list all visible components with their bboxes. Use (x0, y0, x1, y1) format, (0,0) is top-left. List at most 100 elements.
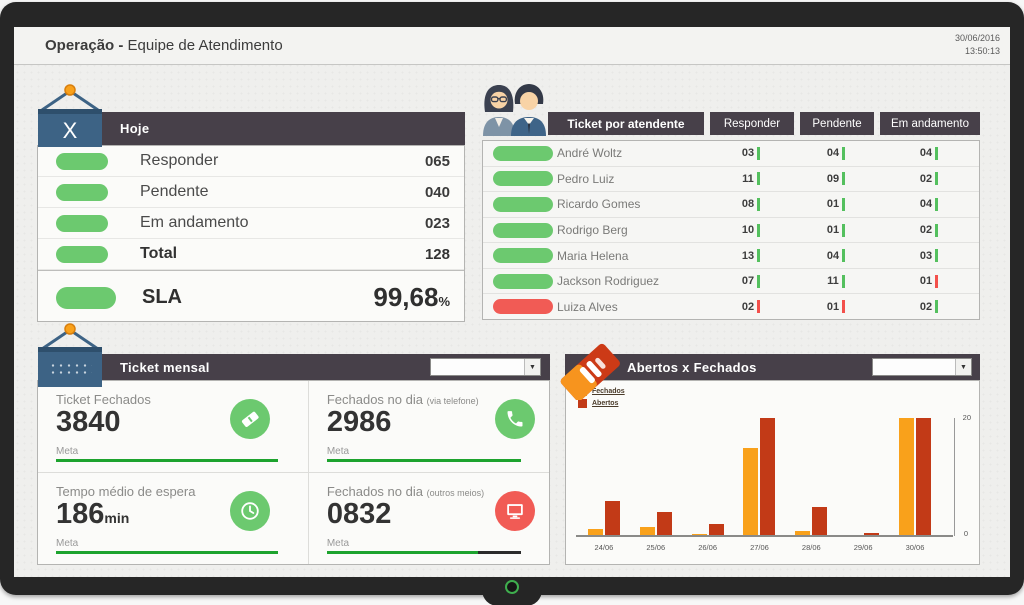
ticket-count: 04 (826, 249, 840, 262)
ticket-count: 01 (826, 224, 840, 237)
ticket-count: 04 (919, 198, 933, 211)
chart-bar-abertos (656, 512, 672, 536)
ticket-mensal-header: Ticket mensal ▼ (102, 354, 550, 380)
chevron-down-icon[interactable]: ▼ (955, 359, 971, 375)
table-row[interactable]: Rodrigo Berg 10 01 02 (483, 217, 979, 244)
status-pill-cell (483, 248, 553, 264)
chart-bar-fechados (691, 533, 707, 536)
meta-progress-fill (56, 459, 278, 462)
chart-bar-fechados (743, 447, 759, 536)
ticket-count: 04 (826, 147, 840, 160)
status-pill (56, 286, 116, 309)
meta-label: Meta (56, 446, 79, 457)
ticket-count-cell: 02 (879, 300, 979, 314)
status-pill-cell (483, 222, 553, 238)
atendente-table: André Woltz 03 04 04 Pedro Luiz 11 09 02 Ricardo… (482, 140, 980, 320)
monitor-chin (482, 590, 542, 605)
table-row[interactable]: Pedro Luiz 11 09 02 (483, 166, 979, 193)
top-bar: Operação - Equipe de Atendimento 30/06/2… (14, 27, 1010, 65)
abertos-fechados-period-select[interactable]: ▼ (872, 358, 972, 376)
metric-label: Tempo médio de espera (56, 483, 196, 499)
table-row[interactable]: André Woltz 03 04 04 (483, 141, 979, 167)
hanger-pin-icon (38, 84, 102, 112)
chart-bar-abertos (812, 506, 828, 536)
hoje-row-label: Total (140, 245, 178, 262)
chart-bar-abertos (708, 524, 724, 536)
bar-pair (587, 418, 620, 536)
ticket-count: 10 (741, 224, 755, 237)
bar-pair (795, 418, 828, 536)
status-pill (493, 248, 553, 264)
clock-icon (229, 490, 270, 531)
table-row[interactable]: Jackson Rodriguez 07 11 01 (483, 268, 979, 295)
ticket-count-cell: 13 (709, 249, 793, 263)
status-pill (56, 214, 108, 232)
x-tick-label: 29/06 (853, 543, 873, 552)
chevron-down-icon[interactable]: ▼ (524, 359, 540, 375)
status-tick-bar (842, 249, 846, 263)
sla-row: SLA 99,68% (38, 270, 464, 324)
meta-progress-track (56, 459, 278, 462)
ticket-tilted-icon (559, 342, 621, 401)
metric-label: Fechados no dia (outros meios) (326, 483, 485, 499)
atendente-header: Ticket por atendente Responder Pendente … (482, 112, 980, 135)
meta-label: Meta (56, 537, 79, 549)
status-tick-bar (935, 172, 939, 186)
status-tick-bar (842, 197, 846, 211)
agent-name: Luiza Alves (557, 299, 618, 314)
table-row[interactable]: Ricardo Gomes 08 01 04 (483, 192, 979, 218)
metric-card: Fechados no dia (via telefone) 2986 Meta (308, 381, 549, 473)
chart-group: 30/06 (895, 418, 935, 552)
status-pill-cell (483, 171, 553, 187)
status-tick-bar (757, 223, 761, 237)
x-tick-label: 26/06 (698, 543, 717, 552)
x-axis-line (576, 535, 953, 537)
ticket-count: 04 (919, 147, 933, 160)
chart-bar-abertos (915, 418, 931, 536)
time-label: 13:50:13 (964, 46, 1000, 56)
meta-progress-fill (326, 550, 478, 554)
ticket-count: 03 (741, 147, 755, 160)
legend-swatch (578, 399, 587, 408)
column-header-em-andamento: Em andamento (880, 112, 980, 135)
abertos-fechados-panel: Fechados Abertos 24/06 25/06 26/06 27/06 28/0… (565, 380, 980, 565)
hoje-row-value: 040 (424, 183, 450, 201)
hanger-pin-icon (38, 323, 102, 351)
atendente-title-block: Ticket por atendente (548, 112, 704, 135)
metric-label: Ticket Fechados (56, 392, 151, 407)
metric-sublabel: (outros meios) (426, 487, 485, 498)
status-tick-bar (757, 146, 761, 160)
agent-name: Jackson Rodriguez (557, 274, 660, 289)
x-tick-label: 28/06 (801, 543, 821, 552)
table-row[interactable]: Luiza Alves 02 01 02 (483, 294, 979, 320)
ticket-count-cell: 04 (879, 197, 979, 211)
status-tick-bar (842, 172, 846, 186)
hoje-row-value: 065 (424, 152, 450, 170)
chart-group: 27/06 (739, 418, 779, 552)
ticket-mensal-panel: Ticket Fechados 3840 Meta Fechados no dia … (37, 380, 550, 565)
bar-pair (743, 418, 776, 536)
status-tick-bar (935, 223, 939, 237)
ticket-mensal-period-select[interactable]: ▼ (430, 358, 541, 376)
atendente-header-spacer (482, 112, 548, 135)
hoje-row-value: 128 (424, 245, 450, 263)
status-pill-cell (483, 273, 553, 289)
chart-group: 26/06 (688, 418, 728, 552)
ticket-count-cell: 07 (709, 274, 793, 288)
ticket-count-cell: 03 (879, 249, 979, 263)
ticket-count: 02 (919, 172, 933, 185)
ticket-count-cell: 01 (799, 197, 873, 211)
chart-bar-abertos (864, 533, 880, 536)
status-pill (493, 196, 553, 212)
table-row[interactable]: Maria Helena 13 04 03 (483, 243, 979, 269)
chart-bar-fechados (587, 528, 603, 536)
legend-item[interactable]: Abertos (578, 399, 625, 408)
ticket-count: 11 (827, 275, 839, 288)
date-label: 30/06/2016 (954, 33, 1000, 43)
hoje-panel: Responder 065 Pendente 040 Em andamento 023 To… (37, 145, 465, 322)
page-title-bold: Operação - (45, 37, 124, 54)
status-pill (56, 245, 108, 263)
ticket-count-cell: 02 (709, 300, 793, 314)
